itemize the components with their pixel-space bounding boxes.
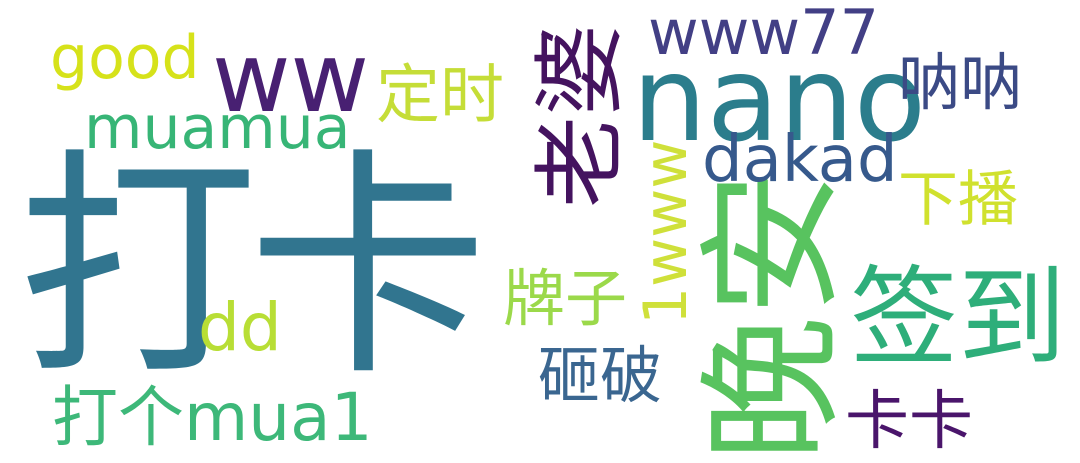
word-zapo: 砸破 bbox=[538, 339, 663, 412]
word-nana: 呐呐 bbox=[898, 46, 1023, 119]
word-dagemua1: 打个mua1 bbox=[52, 379, 373, 456]
word-ww: ww bbox=[212, 22, 370, 134]
word-dingshi: 定时 bbox=[376, 59, 504, 133]
word-xiabo: 下播 bbox=[898, 165, 1018, 235]
word-good: good bbox=[50, 23, 200, 93]
word-muamua: muamua bbox=[84, 93, 351, 163]
word-wanan: 晚安 bbox=[688, 170, 858, 462]
word-dd: dd bbox=[198, 289, 282, 366]
word-1www: 1www bbox=[631, 139, 701, 325]
word-laopo: 老婆 bbox=[527, 23, 634, 208]
word-dakad: dakad bbox=[702, 123, 898, 197]
word-qiandao: 签到 bbox=[850, 256, 1067, 381]
word-nano: nano bbox=[632, 30, 927, 168]
word-daka: 打卡 bbox=[18, 128, 488, 408]
word-paizi: 牌子 bbox=[503, 262, 628, 335]
word-kaka: 卡卡 bbox=[845, 385, 973, 459]
word-www77: www77 bbox=[648, 0, 880, 69]
